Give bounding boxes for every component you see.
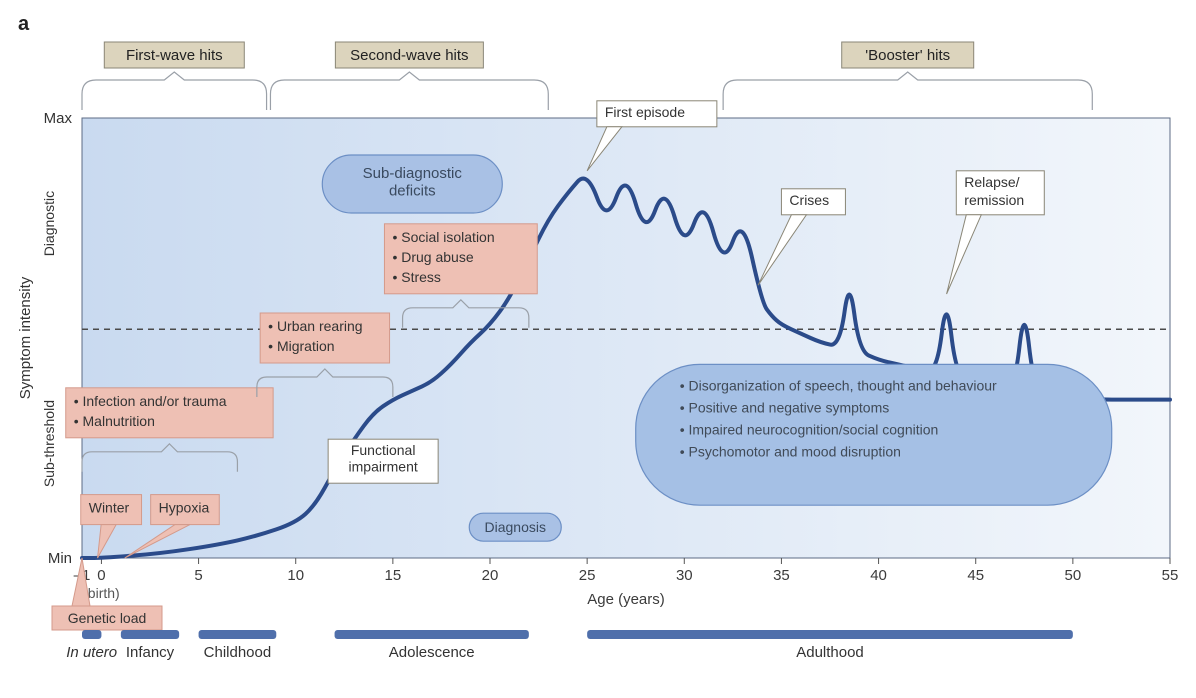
svg-text:Diagnosis: Diagnosis: [485, 519, 546, 535]
svg-text:Hypoxia: Hypoxia: [159, 500, 210, 516]
svg-text:Sub-threshold: Sub-threshold: [41, 400, 57, 487]
svg-text:20: 20: [482, 567, 499, 584]
svg-text:Crises: Crises: [789, 192, 829, 208]
svg-text:0: 0: [97, 567, 105, 584]
svg-text:Adulthood: Adulthood: [796, 644, 864, 661]
svg-text:• Infection and/or trauma: • Infection and/or trauma: [74, 393, 227, 409]
svg-text:• Positive and negative sympto: • Positive and negative symptoms: [680, 399, 890, 415]
svg-text:• Drug abuse: • Drug abuse: [392, 249, 473, 265]
svg-text:• Stress: • Stress: [392, 269, 440, 285]
svg-text:45: 45: [967, 567, 984, 584]
svg-text:30: 30: [676, 567, 693, 584]
svg-text:• Psychomotor and mood disrupt: • Psychomotor and mood disruption: [680, 443, 901, 459]
svg-text:• Malnutrition: • Malnutrition: [74, 413, 155, 429]
svg-text:• Urban rearing: • Urban rearing: [268, 318, 362, 334]
svg-text:55: 55: [1162, 567, 1179, 584]
svg-text:In utero: In utero: [66, 644, 117, 661]
svg-text:• Disorganization of speech, t: • Disorganization of speech, thought and…: [680, 377, 997, 393]
svg-text:• Social isolation: • Social isolation: [392, 229, 494, 245]
svg-text:• Migration: • Migration: [268, 338, 334, 354]
svg-text:Diagnostic: Diagnostic: [41, 191, 57, 256]
svg-text:Symptom intensity: Symptom intensity: [17, 276, 34, 399]
svg-text:a: a: [18, 13, 30, 35]
svg-text:40: 40: [870, 567, 887, 584]
svg-text:Second-wave hits: Second-wave hits: [350, 47, 468, 64]
svg-text:Adolescence: Adolescence: [389, 644, 475, 661]
svg-text:Childhood: Childhood: [204, 644, 272, 661]
svg-text:• Impaired neurocognition/soci: • Impaired neurocognition/social cogniti…: [680, 421, 939, 437]
svg-text:10: 10: [287, 567, 304, 584]
svg-text:Functionalimpairment: Functionalimpairment: [349, 442, 418, 474]
svg-text:Relapse/: Relapse/: [964, 174, 1019, 190]
svg-text:35: 35: [773, 567, 790, 584]
svg-text:15: 15: [385, 567, 402, 584]
svg-text:5: 5: [194, 567, 202, 584]
svg-text:Genetic load: Genetic load: [68, 610, 147, 626]
svg-text:Min: Min: [48, 550, 72, 567]
svg-text:First episode: First episode: [605, 104, 685, 120]
svg-text:remission: remission: [964, 192, 1024, 208]
svg-text:First-wave hits: First-wave hits: [126, 47, 223, 64]
svg-text:Winter: Winter: [89, 500, 130, 516]
svg-text:'Booster' hits: 'Booster' hits: [865, 47, 950, 64]
svg-text:Max: Max: [44, 110, 73, 127]
svg-text:Age (years): Age (years): [587, 591, 665, 608]
svg-text:Infancy: Infancy: [126, 644, 175, 661]
svg-text:50: 50: [1065, 567, 1082, 584]
svg-text:25: 25: [579, 567, 596, 584]
